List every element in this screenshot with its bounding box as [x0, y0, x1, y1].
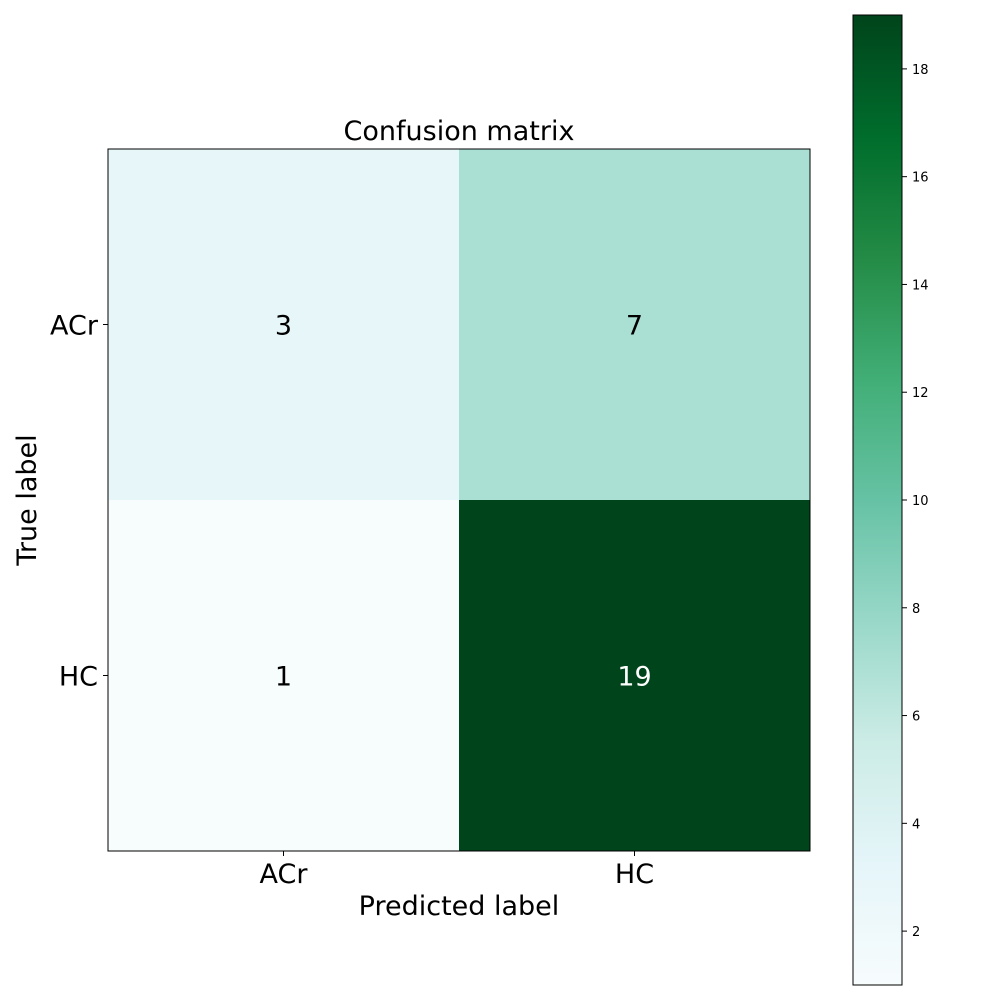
colorbar-tick-label: 6 [912, 710, 920, 725]
cell-value-label: 3 [275, 311, 292, 342]
colorbar-tick-label: 18 [912, 63, 929, 78]
colorbar-ticks: 2 4 6 8 10 12 14 16 18 [902, 63, 929, 940]
matrix-cells: 3 7 1 19 [108, 149, 810, 851]
chart-title: Confusion matrix [344, 116, 575, 147]
x-axis-label: Predicted label [359, 891, 560, 922]
y-tick-label: HC [59, 662, 98, 693]
colorbar-tick-label: 16 [912, 171, 929, 186]
y-axis-label: True label [12, 434, 43, 566]
colorbar-tick-label: 2 [912, 925, 920, 940]
y-tick-label: ACr [50, 311, 99, 342]
colorbar-tick-label: 4 [912, 817, 920, 832]
colorbar [853, 15, 902, 985]
colorbar-tick-label: 10 [912, 494, 929, 509]
colorbar-tick-label: 8 [912, 602, 920, 617]
cell-value-label: 1 [275, 662, 292, 693]
x-tick-label: HC [615, 859, 654, 890]
cell-value-label: 19 [617, 662, 651, 693]
cell-value-label: 7 [626, 311, 643, 342]
colorbar-tick-label: 14 [912, 278, 929, 293]
x-tick-label: ACr [260, 859, 309, 890]
colorbar-tick-label: 12 [912, 386, 929, 401]
